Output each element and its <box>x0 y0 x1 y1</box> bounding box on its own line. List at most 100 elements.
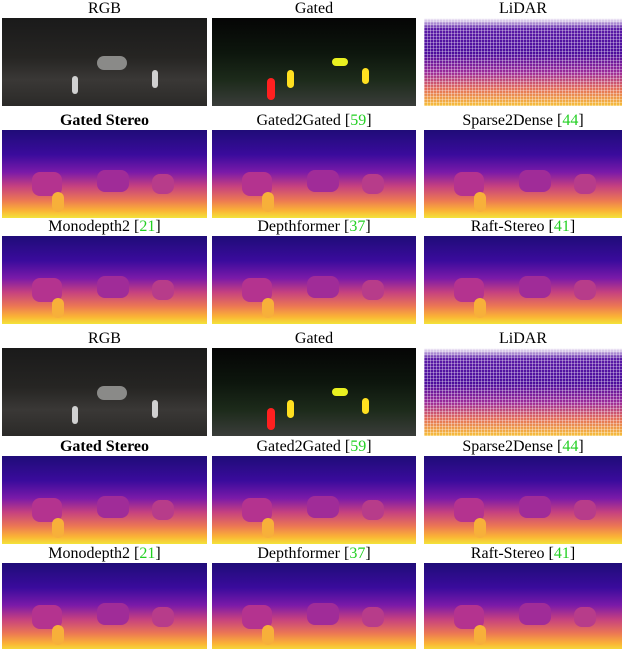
image-region <box>574 500 596 520</box>
image-region <box>152 500 174 520</box>
label-text: ] <box>155 545 160 562</box>
depth-image <box>212 456 416 544</box>
image-region <box>287 70 294 88</box>
image-region <box>307 496 339 518</box>
label-text: Sparse2Dense [ <box>462 438 562 455</box>
image-region <box>97 170 129 192</box>
image-region <box>97 56 127 70</box>
image-region <box>307 603 339 625</box>
lidar-image <box>424 18 622 106</box>
depth-image <box>2 236 207 324</box>
citation: 21 <box>139 545 155 562</box>
panel-label: RGB <box>2 0 207 18</box>
image-region <box>267 408 275 430</box>
image-region <box>474 298 486 318</box>
label-text: Gated Stereo <box>60 112 149 129</box>
panel-label: Gated <box>212 0 416 18</box>
label-text: ] <box>578 438 583 455</box>
image-region <box>362 280 384 300</box>
image-region <box>267 78 275 100</box>
label-text: Gated Stereo <box>60 438 149 455</box>
label-text: ] <box>578 112 583 129</box>
citation: 59 <box>350 438 366 455</box>
image-region <box>474 518 486 538</box>
image-region <box>332 388 348 396</box>
image-region <box>72 406 78 424</box>
label-text: Gated2Gated [ <box>256 438 350 455</box>
image-region <box>152 174 174 194</box>
citation: 41 <box>554 545 570 562</box>
image-region <box>287 400 294 418</box>
label-text: Sparse2Dense [ <box>462 112 562 129</box>
image-region <box>519 170 551 192</box>
image-region <box>519 496 551 518</box>
depth-image <box>424 130 622 218</box>
panel-label: Depthformer [37] <box>212 545 416 563</box>
panel-label: Raft-Stereo [41] <box>424 218 622 236</box>
depth-image <box>212 130 416 218</box>
image-region <box>307 170 339 192</box>
rgb-image <box>2 18 207 106</box>
citation: 59 <box>350 112 366 129</box>
label-text: ] <box>366 438 371 455</box>
panel-label: Depthformer [37] <box>212 218 416 236</box>
image-region <box>574 607 596 627</box>
label-text: RGB <box>88 0 121 17</box>
image-region <box>152 280 174 300</box>
figure: RGBGatedLiDARGated StereoGated2Gated [59… <box>0 0 623 649</box>
image-region <box>152 70 158 88</box>
image-region <box>362 398 369 414</box>
label-text: ] <box>365 218 370 235</box>
label-text: ] <box>366 112 371 129</box>
label-text: Monodepth2 [ <box>48 218 139 235</box>
image-region <box>152 607 174 627</box>
image-region <box>262 518 274 538</box>
label-text: Depthformer [ <box>257 218 349 235</box>
label-text: Raft-Stereo [ <box>471 218 554 235</box>
label-text: RGB <box>88 330 121 347</box>
gated-image <box>212 348 416 436</box>
depth-image <box>2 130 207 218</box>
image-region <box>52 518 64 538</box>
panel-label: Sparse2Dense [44] <box>424 438 622 456</box>
panel-label: Monodepth2 [21] <box>2 218 207 236</box>
citation: 41 <box>554 218 570 235</box>
image-region <box>332 58 348 66</box>
label-text: ] <box>155 218 160 235</box>
image-region <box>362 174 384 194</box>
gated-image <box>212 18 416 106</box>
image-region <box>52 298 64 318</box>
depth-image <box>212 563 416 649</box>
label-text: Raft-Stereo [ <box>471 545 554 562</box>
depth-image <box>212 236 416 324</box>
panel-label: LiDAR <box>424 330 622 348</box>
depth-image <box>424 456 622 544</box>
label-text: LiDAR <box>499 330 547 347</box>
image-region <box>262 192 274 212</box>
panel-label: Gated2Gated [59] <box>212 438 416 456</box>
image-region <box>72 76 78 94</box>
depth-image <box>424 563 622 649</box>
citation: 37 <box>349 218 365 235</box>
panel-label: Monodepth2 [21] <box>2 545 207 563</box>
label-text: Depthformer [ <box>257 545 349 562</box>
image-region <box>52 625 64 645</box>
label-text: Gated <box>295 330 333 347</box>
image-region <box>519 276 551 298</box>
label-text: Gated <box>295 0 333 17</box>
label-text: LiDAR <box>499 0 547 17</box>
panel-label: Gated <box>212 330 416 348</box>
image-region <box>97 386 127 400</box>
image-region <box>362 500 384 520</box>
image-region <box>262 298 274 318</box>
panel-label: Raft-Stereo [41] <box>424 545 622 563</box>
panel-label: Gated Stereo <box>2 112 207 130</box>
image-region <box>362 68 369 84</box>
label-text: Monodepth2 [ <box>48 545 139 562</box>
image-region <box>474 192 486 212</box>
depth-image <box>2 563 207 649</box>
citation: 21 <box>139 218 155 235</box>
image-region <box>152 400 158 418</box>
label-text: ] <box>365 545 370 562</box>
citation: 37 <box>349 545 365 562</box>
